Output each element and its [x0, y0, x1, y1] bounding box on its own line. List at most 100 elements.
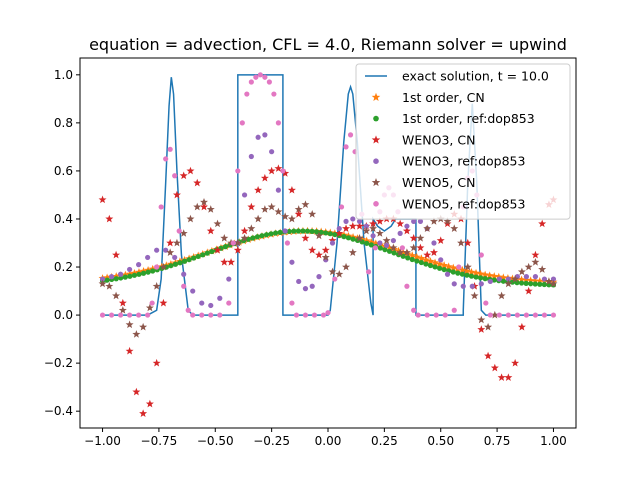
- data-point-dot: [136, 312, 142, 318]
- data-point-dot: [532, 274, 539, 280]
- data-point-star: [369, 219, 378, 228]
- data-point-dot: [273, 230, 279, 236]
- data-point-star: [125, 269, 134, 278]
- data-point-star: [517, 267, 526, 276]
- data-point-dot: [208, 302, 214, 309]
- data-point-star: [281, 212, 290, 220]
- data-point-star: [103, 273, 112, 282]
- data-point-dot: [108, 274, 115, 280]
- data-point-star: [308, 246, 317, 254]
- data-point-dot: [248, 79, 254, 85]
- data-point-dot: [136, 262, 142, 268]
- data-point-dot: [177, 260, 183, 266]
- data-point-star: [416, 233, 425, 242]
- series-4: [99, 132, 557, 309]
- data-point-star: [362, 236, 371, 245]
- series-5: [98, 197, 558, 338]
- data-point-dot: [266, 79, 272, 85]
- data-point-star: [524, 286, 533, 295]
- series-2: [99, 228, 557, 288]
- data-point-dot: [528, 281, 534, 287]
- data-point-dot: [350, 236, 356, 242]
- data-point-dot: [477, 275, 484, 281]
- data-point-dot: [262, 74, 268, 80]
- plot-area: [98, 72, 558, 417]
- data-point-dot: [181, 271, 187, 277]
- data-point-dot: [199, 312, 205, 318]
- data-point-star: [409, 243, 418, 252]
- data-point-star: [301, 200, 310, 208]
- data-point-dot: [523, 280, 529, 286]
- data-point-dot: [505, 312, 511, 318]
- data-point-dot: [181, 258, 188, 264]
- data-point-star: [348, 248, 357, 257]
- data-point-star: [517, 275, 526, 284]
- data-point-star: [517, 322, 526, 331]
- data-point-dot: [404, 223, 410, 229]
- data-point-star: [247, 202, 256, 211]
- data-point-dot: [190, 288, 196, 294]
- data-point-star: [440, 261, 449, 269]
- data-point-dot: [145, 312, 151, 318]
- data-point-dot: [127, 266, 133, 273]
- data-point-star: [485, 271, 494, 279]
- data-point-dot: [117, 271, 124, 277]
- data-point-star: [538, 219, 547, 228]
- data-point-dot: [257, 72, 263, 78]
- data-point-star: [179, 171, 188, 180]
- data-point-star: [125, 320, 134, 329]
- data-point-star: [220, 233, 229, 242]
- data-point-star: [538, 265, 547, 273]
- data-point-dot: [154, 264, 160, 270]
- data-point-star: [499, 273, 508, 282]
- data-point-dot: [204, 250, 210, 256]
- data-point-dot: [496, 276, 502, 282]
- data-point-star: [287, 185, 296, 194]
- x-tick-label: −0.25: [253, 434, 290, 448]
- data-point-dot: [411, 307, 417, 313]
- legend-label: exact solution, t = 10.0: [402, 69, 549, 84]
- data-point-dot: [370, 233, 376, 239]
- data-point-star: [112, 250, 121, 259]
- data-point-star: [385, 243, 394, 252]
- data-point-dot: [300, 228, 306, 234]
- legend-swatch-star: [371, 92, 381, 101]
- data-point-dot: [226, 300, 232, 306]
- data-point-star: [152, 282, 161, 290]
- data-point-dot: [350, 216, 356, 222]
- data-point-dot: [217, 295, 223, 301]
- data-point-dot: [259, 233, 265, 239]
- data-point-dot: [415, 312, 421, 318]
- data-point-dot: [541, 312, 548, 318]
- data-point-dot: [316, 274, 322, 280]
- data-point-dot: [158, 204, 164, 210]
- data-point-star: [511, 358, 520, 367]
- data-point-dot: [390, 237, 396, 244]
- data-point-dot: [309, 283, 315, 289]
- axes: −1.00 −0.75 −0.50 −0.25 0.00 0.25 0.50 0.75 1.00…: [44, 57, 577, 448]
- data-point-dot: [127, 312, 133, 318]
- y-tick-label: 0.6: [54, 164, 73, 178]
- data-point-star: [412, 252, 421, 261]
- data-point-star: [301, 233, 310, 242]
- data-point-dot: [411, 218, 417, 224]
- data-point-star: [355, 221, 364, 230]
- data-point-star: [367, 237, 376, 246]
- data-point-dot: [356, 218, 363, 224]
- data-point-dot: [409, 256, 415, 263]
- legend-label: WENO5, CN: [402, 175, 475, 190]
- data-point-star: [431, 258, 440, 267]
- data-point-dot: [487, 312, 493, 318]
- data-point-star: [342, 262, 351, 271]
- data-point-dot: [167, 146, 173, 152]
- data-point-star: [408, 251, 417, 259]
- data-point-star: [396, 219, 405, 228]
- data-point-star: [240, 226, 249, 235]
- data-point-dot: [532, 312, 539, 318]
- data-point-star: [132, 387, 141, 396]
- data-point-star: [443, 219, 452, 228]
- data-point-dot: [391, 250, 397, 256]
- data-point-star: [172, 190, 181, 199]
- data-point-star: [287, 214, 296, 223]
- data-point-star: [416, 243, 425, 252]
